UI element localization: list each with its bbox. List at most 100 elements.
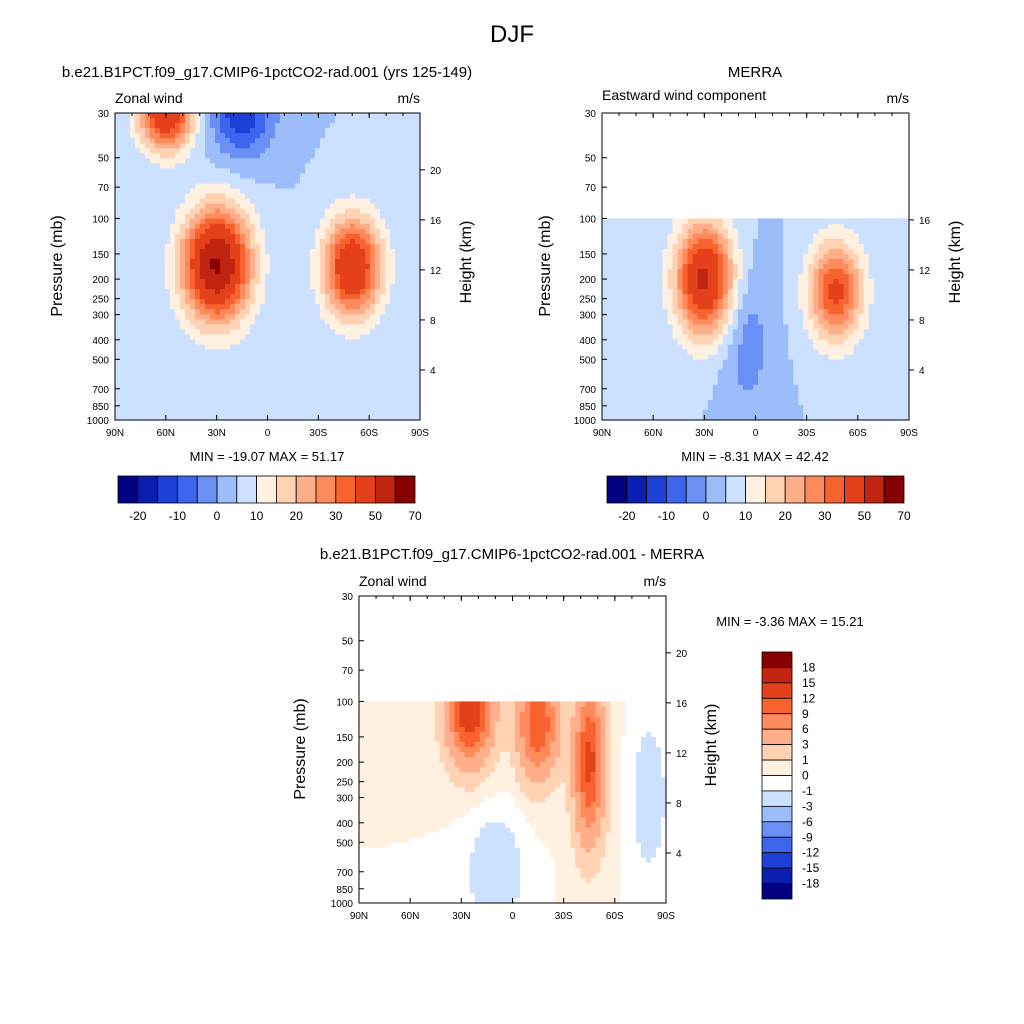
contour-cell: [365, 414, 371, 421]
contour-cell: [717, 344, 724, 351]
contour-cell: [365, 168, 371, 174]
contour-cell: [692, 274, 699, 280]
contour-cell: [120, 314, 126, 320]
contour-cell: [200, 389, 206, 396]
contour-cell: [310, 379, 316, 386]
contour-cell: [305, 228, 311, 235]
contour-cell: [155, 243, 161, 250]
contour-cell: [360, 319, 366, 325]
contour-cell: [385, 128, 391, 134]
contour-cell: [140, 208, 146, 215]
contour-cell: [290, 153, 296, 159]
contour-cell: [210, 274, 216, 280]
contour-cell: [245, 123, 251, 129]
contour-cell: [130, 148, 136, 154]
contour-cell: [682, 359, 689, 366]
contour-cell: [697, 263, 704, 270]
contour-cell: [195, 253, 201, 260]
contour-cell: [642, 304, 648, 310]
contour-cell: [320, 299, 326, 305]
contour-cell: [215, 158, 221, 164]
contour-cell: [375, 394, 381, 401]
contour-cell: [355, 329, 361, 336]
contour-cell: [375, 364, 381, 371]
contour-cell: [737, 324, 744, 331]
contour-cell: [320, 218, 326, 225]
contour-cell: [250, 238, 256, 245]
contour-cell: [737, 309, 744, 315]
contour-cell: [300, 173, 306, 180]
contour-cell: [415, 299, 421, 305]
contour-cell: [150, 243, 156, 250]
contour-cell: [627, 243, 633, 250]
contour-cell: [115, 339, 121, 346]
contour-cell: [225, 113, 231, 119]
contour-cell: [120, 138, 126, 144]
contour-cell: [727, 238, 734, 245]
contour-cell: [672, 309, 679, 315]
contour-cell: [140, 118, 146, 124]
contour-cell: [375, 233, 381, 240]
contour-cell: [300, 279, 306, 285]
contour-cell: [305, 258, 311, 265]
contour-cell: [602, 304, 608, 310]
contour-cell: [320, 289, 326, 295]
contour-cell: [627, 349, 633, 356]
contour-cell: [225, 173, 231, 180]
contour-cell: [115, 384, 121, 391]
contour-cell: [310, 218, 316, 225]
contour-cell: [180, 258, 186, 265]
contour-cell: [627, 334, 633, 341]
contour-cell: [270, 193, 276, 200]
contour-cell: [360, 123, 366, 129]
contour-cell: [130, 258, 136, 265]
contour-cell: [120, 304, 126, 310]
contour-cell: [145, 354, 151, 361]
contour-cell: [405, 228, 411, 235]
contour-cell: [250, 294, 256, 300]
contour-cell: [270, 153, 276, 159]
contour-cell: [642, 218, 648, 225]
contour-cell: [265, 123, 271, 129]
contour-cell: [150, 253, 156, 260]
contour-cell: [320, 324, 326, 331]
contour-cell: [155, 399, 161, 406]
contour-cell: [290, 309, 296, 315]
contour-cell: [300, 123, 306, 129]
contour-cell: [225, 133, 231, 139]
contour-cell: [140, 123, 146, 129]
contour-cell: [390, 263, 396, 270]
contour-cell: [195, 304, 201, 310]
contour-cell: [245, 228, 251, 235]
contour-cell: [607, 263, 613, 270]
contour-cell: [145, 188, 151, 195]
contour-cell: [265, 253, 271, 260]
contour-cell: [345, 304, 351, 310]
contour-cell: [275, 173, 281, 180]
contour-cell: [275, 359, 281, 366]
contour-cell: [120, 324, 126, 331]
contour-cell: [240, 314, 246, 320]
contour-cell: [220, 208, 226, 215]
contour-cell: [120, 248, 126, 255]
contour-cell: [145, 133, 151, 139]
contour-cell: [120, 279, 126, 285]
contour-cell: [205, 223, 211, 230]
contour-cell: [190, 354, 196, 361]
contour-cell: [657, 258, 663, 265]
contour-cell: [612, 369, 618, 376]
contour-cell: [325, 344, 331, 351]
contour-cell: [160, 128, 166, 134]
contour-cell: [200, 203, 206, 210]
contour-cell: [642, 274, 648, 280]
contour-cell: [300, 203, 306, 210]
contour-cell: [130, 329, 136, 336]
contour-cell: [632, 233, 638, 240]
contour-cell: [692, 359, 699, 366]
contour-cell: [415, 329, 421, 336]
contour-cell: [405, 309, 411, 315]
contour-cell: [250, 133, 256, 139]
contour-cell: [652, 299, 658, 305]
contour-cell: [617, 369, 623, 376]
contour-cell: [190, 183, 196, 190]
